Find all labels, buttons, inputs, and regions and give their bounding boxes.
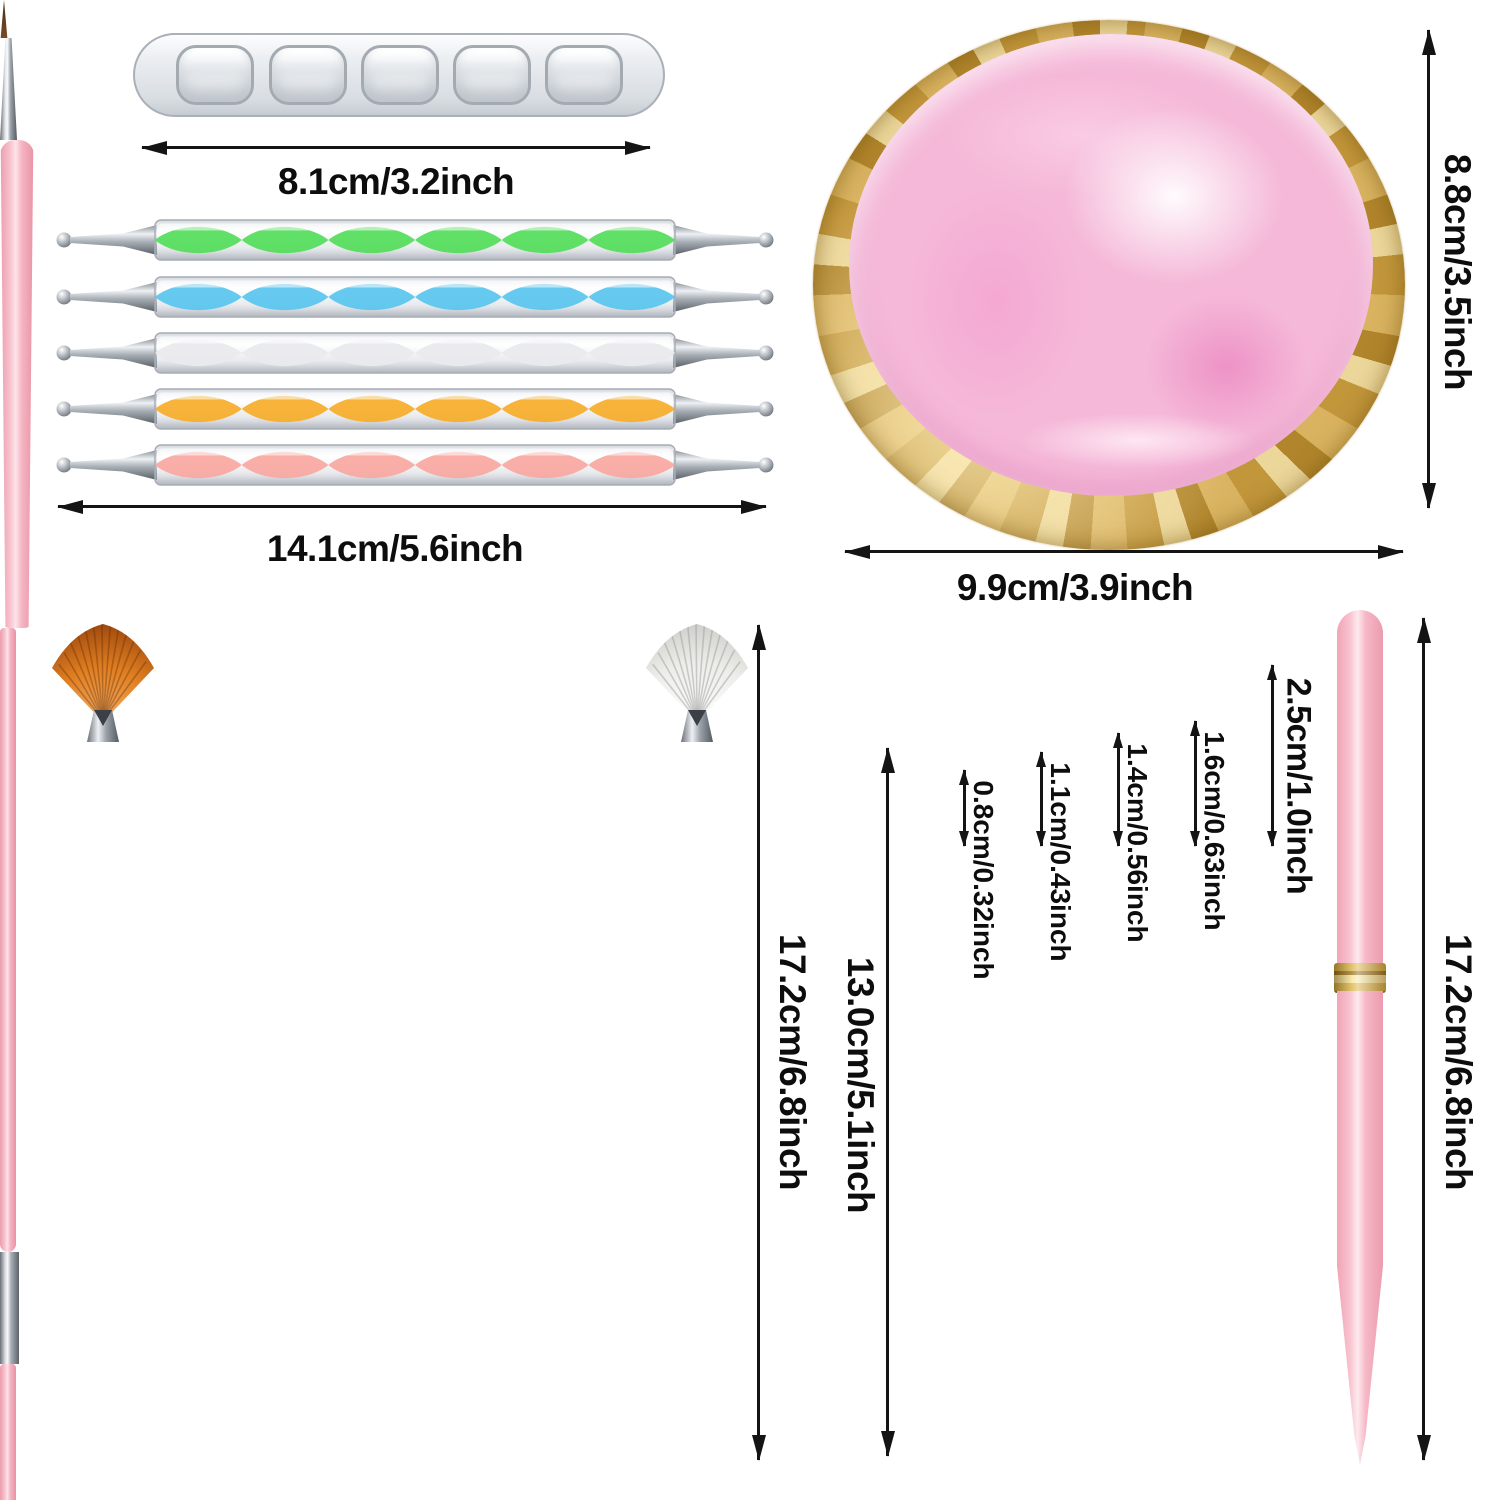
short-detail-brush: [0, 0, 8, 38]
holder-slot: [453, 45, 531, 105]
tip-length-label: 1.4cm/0.56inch: [1122, 743, 1153, 943]
short-brush-handle: [0, 140, 34, 628]
green-swirl-dotting-pen: [56, 219, 774, 261]
yellow-swirl-dotting-pen: [56, 388, 774, 430]
holder-width-arrow: [142, 146, 650, 149]
palette-height-label: 8.8cm/3.5inch: [1437, 153, 1478, 391]
pen-length-label: 17.2cm/6.8inch: [1438, 933, 1479, 1191]
pen-length-arrow: [1422, 618, 1425, 1460]
fan-brush-white: [646, 624, 748, 742]
blue-swirl-dotting-pen: [56, 276, 774, 318]
short-brush-ferrule: [0, 38, 17, 140]
white-swirl-dotting-pen: [56, 332, 774, 374]
pink-swirl-dotting-pen: [56, 444, 774, 486]
palette-height-arrow: [1427, 30, 1430, 508]
liner-length-label: 13.0cm/5.1inch: [840, 956, 881, 1214]
tip-length-label: 2.5cm/1.0inch: [1279, 677, 1318, 895]
fan-brush-orange: [52, 624, 154, 742]
brush-holder: [133, 33, 665, 117]
holder-slot: [176, 45, 254, 105]
tip-length-arrow: [963, 770, 966, 846]
tip-length-label: 1.1cm/0.43inch: [1045, 762, 1076, 962]
palette-pink-surface: [849, 34, 1373, 496]
dotting-length-label: 14.1cm/5.6inch: [266, 528, 524, 569]
capped-pen-cap: [1337, 610, 1383, 965]
holder-width-label: 8.1cm/3.2inch: [277, 161, 515, 202]
dotting-length-arrow: [58, 505, 766, 508]
brush-set-length-label: 17.2cm/6.8inch: [772, 933, 813, 1191]
holder-slot: [545, 45, 623, 105]
fan-brush-orange-ferrule: [0, 1252, 19, 1364]
dotting-tool-brush-handle: [0, 1364, 16, 1500]
holder-slot: [361, 45, 439, 105]
holder-slot: [269, 45, 347, 105]
fan-brush-orange-handle: [0, 628, 16, 1252]
tip-length-arrow: [1194, 721, 1197, 846]
tip-length-arrow: [1271, 665, 1274, 846]
tip-length-arrow: [1040, 752, 1043, 846]
capped-pen-gold-band: [1334, 963, 1386, 993]
palette-width-label: 9.9cm/3.9inch: [956, 567, 1194, 608]
brush-set-length-arrow: [757, 625, 760, 1460]
tip-length-label: 1.6cm/0.63inch: [1199, 731, 1230, 931]
liner-length-arrow: [886, 748, 889, 1456]
tip-length-label: 0.8cm/0.32inch: [968, 780, 999, 980]
tip-length-arrow: [1117, 733, 1120, 846]
palette-width-arrow: [845, 550, 1403, 553]
